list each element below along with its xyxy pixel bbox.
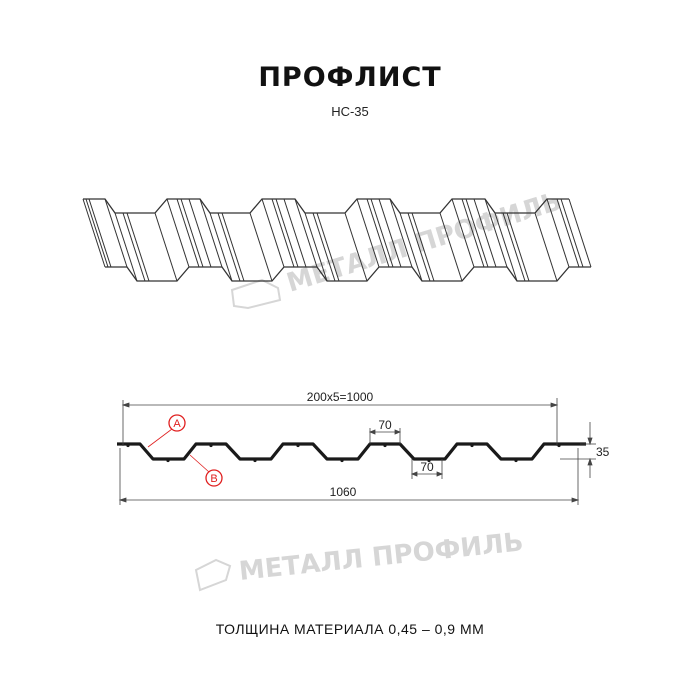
stiffener-rib: [253, 458, 257, 463]
sheet-fold-line: [217, 212, 241, 282]
stiffener-rib: [340, 458, 344, 463]
stiffener-rib: [557, 443, 561, 448]
sheet-fold-line: [411, 212, 435, 282]
stiffener-rib: [514, 458, 518, 463]
dimension-top-flange: [368, 428, 402, 444]
sheet-fold-line: [166, 198, 190, 268]
svg-text:МЕТАЛЛ ПРОФИЛЬ: МЕТАЛЛ ПРОФИЛЬ: [238, 527, 525, 587]
sheet-fold-line: [154, 212, 178, 282]
marker-b: B: [189, 454, 223, 487]
sheet-fold-line: [221, 212, 245, 282]
stiffener-rib: [427, 458, 431, 463]
stiffener-rib: [383, 443, 387, 448]
sheet-fold-line: [114, 212, 138, 282]
sheet-fold-line: [366, 198, 390, 268]
sheet-fold-line: [502, 212, 526, 282]
sheet-fold-line: [399, 212, 423, 282]
dimension-bottom-flange: [410, 459, 444, 479]
sheet-fold-line: [275, 198, 299, 268]
material-thickness-note: ТОЛЩИНА МАТЕРИАЛА 0,45 – 0,9 ММ: [215, 621, 485, 637]
sheet-fold-line: [312, 212, 336, 282]
sheet-fold-line: [494, 212, 518, 282]
stiffener-rib: [209, 443, 213, 448]
sheet-fold-line: [560, 198, 584, 268]
sheet-fold-line: [370, 198, 394, 268]
sheet-fold-line: [180, 198, 204, 268]
sheet-fold-line: [122, 212, 146, 282]
profile-cross-section: [117, 442, 586, 463]
sheet-fold-line: [176, 198, 200, 268]
dimension-covering-width: [121, 398, 559, 446]
sheet-fold-line: [506, 212, 530, 282]
sheet-fold-line: [356, 198, 380, 268]
profile-model: НС-35: [331, 104, 369, 119]
stiffener-rib: [166, 458, 170, 463]
sheet-fold-line: [249, 212, 273, 282]
watermark-upper: МЕТАЛЛ ПРОФИЛЬ: [230, 187, 565, 310]
top-flange-label: 70: [378, 418, 392, 432]
sheet-fold-line: [465, 198, 489, 268]
sheet-fold-line: [473, 198, 497, 268]
sheet-fold-line: [104, 198, 128, 268]
watermark-lower: МЕТАЛЛ ПРОФИЛЬ: [194, 527, 525, 592]
stiffener-rib: [126, 443, 130, 448]
sheet-fold-line: [378, 198, 402, 268]
sheet-fold-line: [209, 212, 233, 282]
marker-a: A: [147, 414, 186, 448]
page-title: ПРОФЛИСТ: [258, 62, 442, 93]
sheet-fold-line: [546, 198, 570, 268]
sheet-fold-line: [261, 198, 285, 268]
sheet-fold-line: [188, 198, 212, 268]
svg-text:МЕТАЛЛ ПРОФИЛЬ: МЕТАЛЛ ПРОФИЛЬ: [283, 187, 565, 299]
sheet-perspective-view: [82, 198, 592, 282]
sheet-fold-line: [344, 212, 368, 282]
stiffener-rib: [296, 443, 300, 448]
bottom-flange-label: 70: [420, 460, 434, 474]
sheet-fold-line: [568, 198, 592, 268]
sheet-fold-line: [389, 198, 413, 268]
dimension-height: [560, 422, 596, 478]
sheet-fold-line: [451, 198, 475, 268]
sheet-fold-line: [294, 198, 318, 268]
sheet-fold-line: [316, 212, 340, 282]
sheet-fold-line: [82, 198, 106, 268]
sheet-fold-line: [439, 212, 463, 282]
sheet-bottom-edge: [105, 266, 591, 282]
profile-line: [117, 442, 586, 461]
total-width-label: 1060: [330, 485, 357, 499]
sheet-top-edge: [83, 198, 569, 214]
svg-text:A: A: [173, 418, 181, 430]
sheet-fold-line: [199, 198, 223, 268]
dimension-total-width: [118, 448, 580, 505]
sheet-fold-line: [556, 198, 580, 268]
sheet-fold-line: [283, 198, 307, 268]
stiffener-rib: [470, 443, 474, 448]
sheet-fold-line: [407, 212, 431, 282]
sheet-fold-line: [88, 198, 112, 268]
sheet-fold-line: [484, 198, 508, 268]
svg-text:B: B: [210, 473, 217, 485]
sheet-fold-line: [126, 212, 150, 282]
sheet-fold-line: [85, 198, 109, 268]
sheet-fold-line: [271, 198, 295, 268]
sheet-fold-line: [304, 212, 328, 282]
covering-width-label: 200x5=1000: [307, 390, 374, 404]
height-label: 35: [596, 445, 610, 459]
sheet-fold-line: [534, 212, 558, 282]
sheet-fold-line: [461, 198, 485, 268]
